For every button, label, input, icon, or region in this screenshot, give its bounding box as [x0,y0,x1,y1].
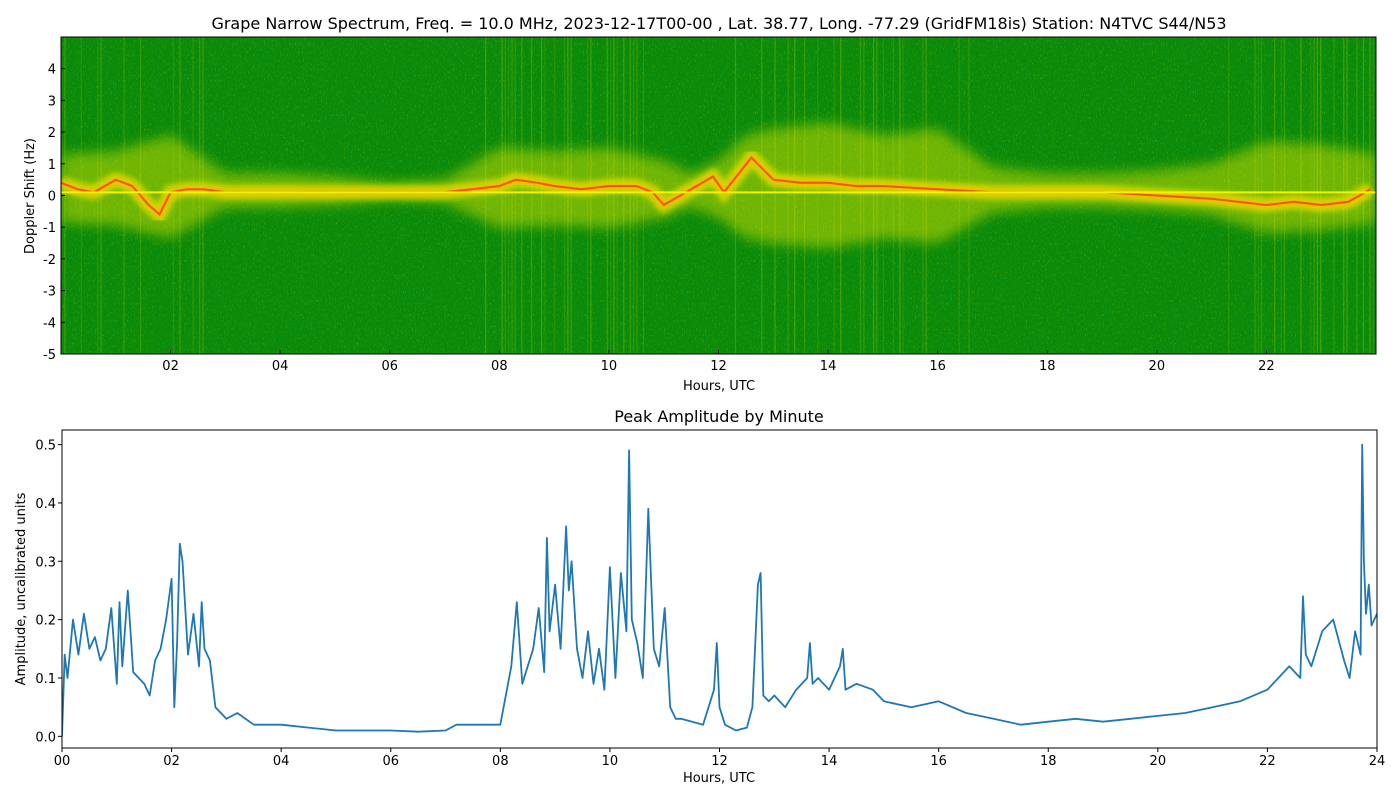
y-tick-label: -2 [43,253,56,268]
x-tick-label: 20 [1150,754,1167,769]
spectrogram-title: Grape Narrow Spectrum, Freq. = 10.0 MHz,… [211,14,1226,33]
y-tick-label: -4 [43,316,56,331]
y-tick-label: 0.4 [35,497,56,512]
x-tick-label: 08 [491,359,508,374]
y-tick-label: 0.1 [35,672,56,687]
spectrogram-plot-area [61,37,1376,354]
y-tick-label: 0.3 [35,555,56,570]
y-tick-label: 4 [48,63,56,78]
amplitude-y-label: Amplitude, uncalibrated units [14,492,29,685]
x-tick-label: 20 [1149,359,1166,374]
spectrogram-x-label: Hours, UTC [683,379,755,394]
y-tick-label: 0 [48,190,56,205]
x-tick-label: 22 [1258,359,1275,374]
x-tick-label: 24 [1369,754,1386,769]
x-tick-label: 14 [820,359,837,374]
y-tick-label: 0.2 [35,614,56,629]
amplitude-y-ticks: 0.0 0.1 0.2 0.3 0.4 0.5 [35,439,62,746]
x-tick-label: 04 [273,754,290,769]
y-tick-label: 3 [48,94,56,109]
spectrogram-chart: Grape Narrow Spectrum, Freq. = 10.0 MHz,… [23,14,1376,394]
x-tick-label: 12 [710,359,727,374]
amplitude-x-ticks: 00 02 04 06 08 10 12 14 16 18 20 22 24 [54,748,1386,769]
x-tick-label: 08 [492,754,509,769]
x-tick-label: 02 [163,754,180,769]
x-tick-label: 18 [1040,754,1057,769]
x-tick-label: 12 [711,754,728,769]
spectrogram-y-label: Doppler Shift (Hz) [23,138,38,254]
x-tick-label: 04 [272,359,289,374]
y-tick-label: -1 [43,221,56,236]
y-tick-label: 0.0 [35,730,56,745]
x-tick-label: 18 [1039,359,1056,374]
x-tick-label: 06 [382,754,399,769]
y-tick-label: -3 [43,285,56,300]
y-tick-label: -5 [43,348,56,363]
x-tick-label: 14 [821,754,838,769]
x-tick-label: 16 [930,754,947,769]
amplitude-title: Peak Amplitude by Minute [614,407,824,426]
amplitude-x-label: Hours, UTC [683,771,755,786]
y-tick-label: 1 [48,158,56,173]
amplitude-chart: Peak Amplitude by Minute 00 02 04 06 08 10 12 1… [14,407,1385,786]
x-tick-label: 00 [54,754,71,769]
x-tick-label: 02 [162,359,179,374]
x-tick-label: 22 [1259,754,1276,769]
x-tick-label: 16 [929,359,946,374]
x-tick-label: 10 [601,359,618,374]
y-tick-label: 0.5 [35,439,56,454]
x-tick-label: 06 [381,359,398,374]
x-tick-label: 10 [602,754,619,769]
y-tick-label: 2 [48,126,56,141]
